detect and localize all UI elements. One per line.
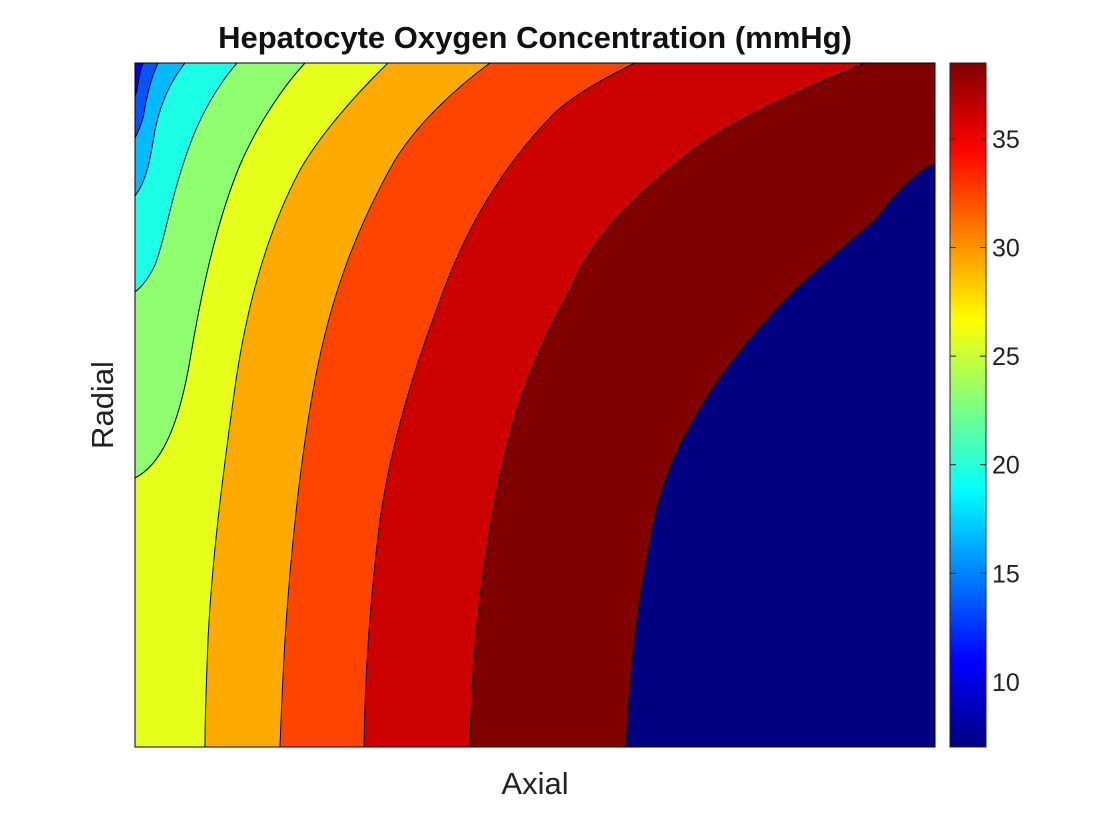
colorbar-tick-label: 20 [992, 452, 1020, 480]
colorbar-tick-label: 25 [992, 343, 1020, 371]
colorbar-ticks: 10 15 20 25 30 35 [950, 126, 1020, 697]
colorbar-tick-label: 30 [992, 235, 1020, 263]
y-axis-label: Radial [85, 361, 120, 449]
contour-region-level-9 [135, 63, 159, 139]
plot-area-frame [134, 62, 936, 748]
x-axis-label: Axial [501, 766, 568, 801]
contour-region-level-7 [135, 63, 238, 293]
contour-region-level-11 [625, 162, 935, 747]
chart-title: Hepatocyte Oxygen Concentration (mmHg) [218, 20, 852, 55]
contour-regions [135, 63, 935, 747]
contour-region-level-10 [135, 63, 144, 97]
colorbar-tick-label: 35 [992, 126, 1020, 154]
colorbar [949, 62, 987, 748]
colorbar-tick-label: 15 [992, 560, 1020, 588]
colorbar-tick-label: 10 [992, 669, 1020, 697]
